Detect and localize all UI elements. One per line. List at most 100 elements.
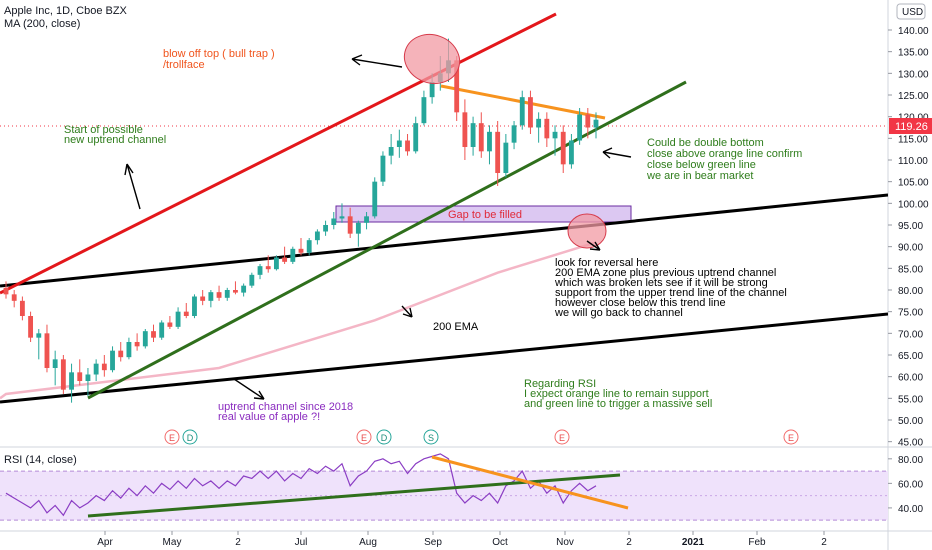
ma-200-line[interactable]: [0, 241, 597, 400]
price-axis[interactable]: 140.00135.00130.00125.00120.00115.00110.…: [888, 26, 929, 449]
candle-body[interactable]: [528, 97, 533, 128]
candle-body[interactable]: [519, 97, 525, 126]
event-marker-circle[interactable]: [423, 429, 439, 445]
channel2018-text-1[interactable]: uptrend channel since 2018: [218, 401, 353, 413]
candle-body[interactable]: [470, 123, 476, 147]
uptrend-text-2[interactable]: new uptrend channel: [64, 134, 166, 146]
blowoff-highlight[interactable]: [397, 27, 466, 91]
note-line[interactable]: Regarding RSI: [524, 378, 596, 390]
candle-body[interactable]: [421, 97, 427, 124]
candle-body[interactable]: [306, 240, 312, 253]
candle-body[interactable]: [265, 266, 271, 270]
note-line[interactable]: support from the upper trend line of the…: [555, 287, 787, 299]
candle-body[interactable]: [298, 248, 304, 253]
currency-button-label[interactable]: USD: [902, 7, 923, 18]
event-marker-letter[interactable]: S: [428, 433, 434, 443]
candle-body[interactable]: [503, 142, 509, 173]
event-marker-split[interactable]: S: [423, 429, 439, 445]
event-marker-earnings[interactable]: E: [554, 429, 570, 445]
candle-body[interactable]: [577, 114, 583, 141]
rsi-axis[interactable]: 80.00 60.00 40.00: [888, 455, 923, 515]
note-line[interactable]: I expect orange line to remain support: [524, 388, 709, 400]
event-marker-dividend[interactable]: D: [376, 429, 392, 445]
indicator-label[interactable]: MA (200, close): [4, 18, 80, 30]
reversal-highlight[interactable]: [567, 213, 607, 249]
event-marker-circle[interactable]: [182, 429, 198, 445]
candle-body[interactable]: [44, 333, 50, 368]
candle-body[interactable]: [544, 118, 550, 139]
event-marker-letter[interactable]: E: [169, 433, 175, 443]
candle-body[interactable]: [290, 248, 296, 262]
candle-body[interactable]: [159, 322, 165, 338]
event-marker-circle[interactable]: [783, 429, 799, 445]
red-trendline[interactable]: [0, 12, 557, 295]
note-line[interactable]: 200 EMA zone plus previous uptrend chann…: [555, 267, 776, 279]
event-marker-dividend[interactable]: D: [182, 429, 198, 445]
candle-body[interactable]: [429, 82, 435, 98]
note-line[interactable]: look for reversal here: [555, 257, 658, 269]
candle-body[interactable]: [413, 123, 419, 152]
candle-body[interactable]: [552, 131, 558, 139]
candle-body[interactable]: [126, 342, 132, 358]
candle-body[interactable]: [175, 311, 181, 327]
candle-body[interactable]: [388, 147, 394, 156]
rsi-title[interactable]: RSI (14, close): [4, 454, 77, 466]
candle-body[interactable]: [364, 216, 369, 223]
blowoff-text-1[interactable]: blow off top ( bull trap ): [163, 48, 275, 60]
candle-body[interactable]: [142, 331, 148, 347]
candle-body[interactable]: [151, 331, 156, 338]
channel-lower-black-line[interactable]: [0, 312, 888, 404]
candle-body[interactable]: [355, 222, 361, 234]
candle-body[interactable]: [560, 131, 566, 165]
uptrend-text-1[interactable]: Start of possible: [64, 124, 143, 136]
event-marker-letter[interactable]: D: [381, 433, 388, 443]
note-line[interactable]: close above orange line confirm: [647, 148, 802, 160]
candle-body[interactable]: [323, 225, 329, 232]
candle-body[interactable]: [282, 257, 288, 262]
note-line[interactable]: Could be double bottom: [647, 137, 764, 149]
time-axis[interactable]: Apr May 2 Jul Aug Sep Oct Nov 2 2021 Feb 2: [97, 531, 827, 548]
candle-body[interactable]: [85, 374, 91, 382]
candle-body[interactable]: [224, 290, 230, 298]
note-line[interactable]: and green line to trigger a massive sell: [524, 398, 712, 410]
candle-body[interactable]: [93, 363, 99, 375]
note-line[interactable]: we will go back to channel: [554, 307, 683, 319]
note-line[interactable]: which was broken lets see if it will be …: [554, 277, 768, 289]
currency-button-frame[interactable]: [896, 3, 926, 20]
event-marker-earnings[interactable]: E: [164, 429, 180, 445]
candle-body[interactable]: [183, 311, 189, 316]
candle-body[interactable]: [60, 359, 66, 390]
channel2018-text-2[interactable]: real value of apple ?!: [218, 411, 320, 423]
candle-body[interactable]: [347, 216, 353, 234]
event-marker-letter[interactable]: E: [788, 433, 794, 443]
candle-body[interactable]: [454, 60, 460, 113]
event-marker-earnings[interactable]: E: [783, 429, 799, 445]
candle-body[interactable]: [380, 155, 386, 182]
event-marker-letter[interactable]: E: [559, 433, 565, 443]
candle-body[interactable]: [208, 292, 214, 301]
candle-body[interactable]: [101, 363, 107, 371]
candle-body[interactable]: [28, 316, 34, 338]
gap-box[interactable]: [335, 205, 632, 223]
candle-body[interactable]: [11, 294, 17, 301]
candle-body[interactable]: [487, 131, 492, 152]
candle-body[interactable]: [77, 372, 83, 381]
candle-body[interactable]: [233, 290, 238, 293]
candle-body[interactable]: [331, 218, 337, 226]
candle-body[interactable]: [593, 119, 599, 128]
candle-body[interactable]: [3, 287, 9, 295]
event-marker-letter[interactable]: E: [361, 433, 367, 443]
candle-body[interactable]: [478, 123, 484, 152]
candle-body[interactable]: [69, 372, 74, 390]
currency-button[interactable]: USD: [896, 3, 926, 20]
candle-body[interactable]: [257, 266, 263, 275]
note-line[interactable]: we are in bear market: [646, 170, 753, 182]
candle-body[interactable]: [568, 140, 574, 165]
note-line[interactable]: however close below this trend line: [555, 297, 726, 309]
rsi-line[interactable]: [5, 453, 597, 517]
candle-body[interactable]: [372, 181, 378, 217]
